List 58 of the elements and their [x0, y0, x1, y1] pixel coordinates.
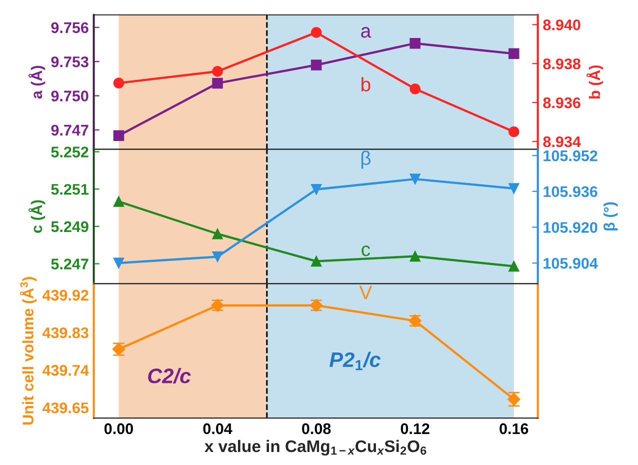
series-label: a — [361, 27, 372, 38]
point — [113, 196, 124, 207]
y-tick-label: 439.65 — [42, 402, 89, 414]
y2-tick-label: 8.938 — [543, 58, 580, 70]
y-tick-label: 439.92 — [42, 290, 88, 301]
y-tick-label: 9.756 — [51, 22, 88, 34]
point — [310, 184, 322, 195]
point — [508, 126, 520, 138]
x-tick-label: 0.00 — [104, 423, 133, 434]
point — [113, 130, 124, 141]
point — [410, 250, 420, 262]
y-tick-label: 5.251 — [51, 184, 89, 195]
point — [212, 251, 223, 262]
point — [310, 27, 322, 38]
y-axis-title: c (Å) — [28, 200, 46, 233]
y-tick-label: 9.750 — [51, 90, 88, 102]
point — [508, 183, 520, 194]
point — [410, 38, 420, 49]
y-tick-label: 5.252 — [51, 146, 88, 158]
x-tick-label: 0.08 — [302, 423, 331, 434]
point — [212, 78, 223, 89]
annotation: P2$_{1}$/c — [330, 352, 381, 370]
y2-axis-title: b (Å) — [586, 65, 604, 98]
y-tick-label: 439.74 — [42, 364, 89, 376]
series-label: c — [362, 246, 370, 256]
y2-tick-label: 105.952 — [544, 150, 598, 162]
y-tick-label: 439.83 — [42, 327, 88, 338]
y2-tick-label: 105.904 — [544, 258, 598, 269]
point — [113, 78, 124, 88]
series-label: β — [361, 150, 371, 169]
y-axis-title: Unit cell volume (Å$^{3}$) — [20, 277, 36, 424]
point — [410, 84, 420, 94]
point — [212, 66, 223, 77]
point — [508, 48, 520, 59]
y2-tick-label: 8.936 — [543, 97, 580, 108]
point — [410, 174, 420, 184]
y2-tick-label: 8.940 — [543, 19, 580, 30]
y2-tick-label: 105.920 — [544, 222, 598, 233]
y2-tick-label: 105.936 — [544, 186, 598, 198]
point — [113, 258, 124, 268]
y2-tick-label: 8.934 — [543, 136, 581, 148]
y-tick-label: 5.247 — [51, 258, 88, 270]
y-tick-label: 9.747 — [51, 124, 88, 136]
point — [310, 256, 322, 267]
x-tick-label: 0.16 — [500, 423, 528, 434]
y-axis-title: a (Å) — [28, 66, 46, 99]
y-tick-label: 9.753 — [51, 56, 88, 68]
point — [212, 228, 223, 240]
x-axis-title: x value in CaMg$_{1−x}$Cu$_{x}$Si$_{2}$O$_{6}$ — [204, 440, 426, 456]
x-tick-label: 0.04 — [203, 423, 232, 434]
annotation: C2/c — [148, 368, 191, 384]
series-label: b — [362, 77, 370, 92]
y2-axis-title: β (°) — [603, 202, 618, 230]
point — [310, 60, 322, 70]
series-label: V — [359, 286, 372, 300]
point — [508, 260, 520, 272]
y-tick-label: 5.249 — [51, 221, 88, 232]
x-tick-label: 0.12 — [400, 423, 430, 434]
